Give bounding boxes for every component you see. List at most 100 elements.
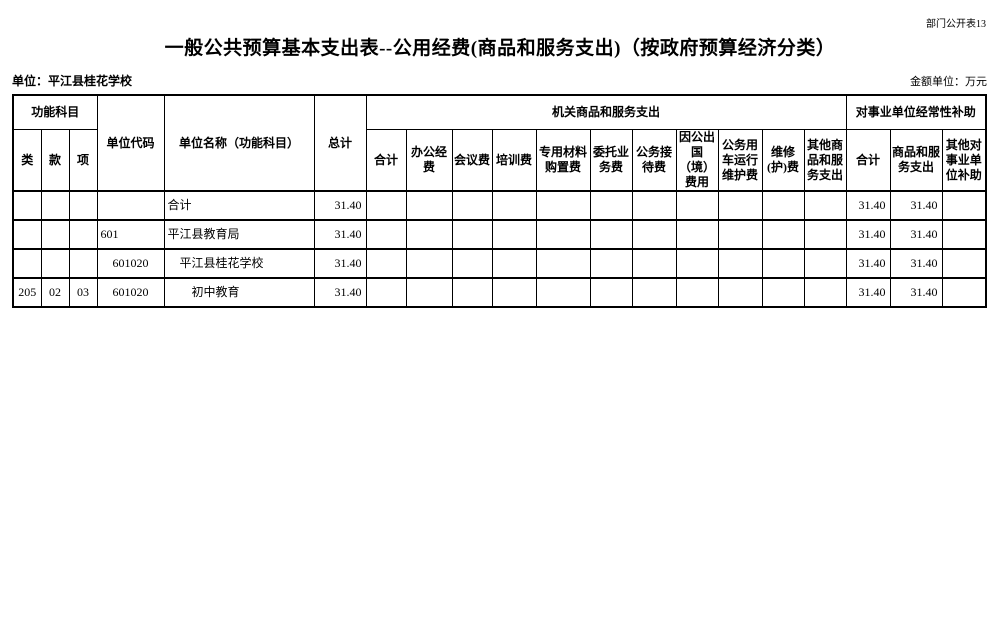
cell-org-total [365,277,407,308]
cell-lei [12,248,42,279]
cell-xiang [68,190,98,221]
cell-commissioned-business [589,219,633,250]
cell-repair-fee [761,248,805,279]
cell-kuan [40,190,70,221]
col-header-subsidy-other: 其他对事业单位补助 [941,129,987,192]
cell-overseas-travel [675,277,719,308]
cell-lei: 205 [12,277,42,308]
table-row-junior-education: 205 02 03 601020 初中教育 31.40 31.40 31.40 [12,277,987,308]
cell-kuan [40,219,70,250]
cell-other-goods-services [803,248,847,279]
cell-subsidy-other [941,248,987,279]
meta-row: 单位：平江县桂花学校 金额单位：万元 [12,72,987,89]
col-header-grand-total: 总计 [313,94,367,192]
col-header-overseas-travel: 因公出国（境）费用 [675,129,719,192]
cell-special-materials [535,219,591,250]
cell-meeting-fee [451,248,493,279]
cell-office-expense [405,219,453,250]
cell-vehicle-operation [717,248,763,279]
col-group-subsidy: 对事业单位经常性补助 [845,94,987,130]
cell-subsidy-other [941,219,987,250]
cell-unit-code: 601 [96,219,165,250]
col-header-meeting-fee: 会议费 [451,129,493,192]
unit-label: 单位：平江县桂花学校 [12,74,133,88]
cell-lei [12,190,42,221]
cell-xiang [68,248,98,279]
corner-table-number: 部门公开表13 [926,19,986,30]
cell-org-total [365,219,407,250]
amount-unit-label: 金额单位：万元 [910,76,987,88]
cell-subsidy-goods-services: 31.40 [889,190,943,221]
cell-official-reception [631,277,677,308]
col-header-commissioned-business: 委托业务费 [589,129,633,192]
cell-subsidy-other [941,277,987,308]
cell-commissioned-business [589,277,633,308]
cell-subsidy-goods-services: 31.40 [889,248,943,279]
col-header-office-expense: 办公经费 [405,129,453,192]
cell-training-fee [491,219,537,250]
col-header-org-total: 合计 [365,129,407,192]
cell-overseas-travel [675,219,719,250]
cell-unit-name: 平江县桂花学校 [163,248,315,279]
cell-subsidy-total: 31.40 [845,277,891,308]
cell-unit-code: 601020 [96,277,165,308]
cell-repair-fee [761,190,805,221]
cell-training-fee [491,277,537,308]
table-row-guihua-school: 601020 平江县桂花学校 31.40 31.40 31.40 [12,248,987,279]
cell-office-expense [405,190,453,221]
col-header-unit-code: 单位代码 [96,94,165,192]
cell-other-goods-services [803,219,847,250]
cell-subsidy-total: 31.40 [845,190,891,221]
cell-meeting-fee [451,190,493,221]
col-group-org-goods-services: 机关商品和服务支出 [365,94,847,130]
cell-special-materials [535,248,591,279]
col-header-subsidy-goods-services: 商品和服务支出 [889,129,943,192]
cell-official-reception [631,248,677,279]
cell-kuan [40,248,70,279]
header-row-columns: 类 款 项 合计 办公经费 会议费 培训费 专用材料购置费 委托业务费 公务接待… [12,129,987,192]
cell-office-expense [405,248,453,279]
cell-training-fee [491,248,537,279]
cell-other-goods-services [803,277,847,308]
cell-unit-name: 平江县教育局 [163,219,315,250]
cell-repair-fee [761,219,805,250]
cell-org-total [365,248,407,279]
cell-grand-total: 31.40 [313,277,367,308]
col-header-lei: 类 [12,129,42,192]
col-header-unit-name: 单位名称（功能科目） [163,94,315,192]
col-header-subsidy-total: 合计 [845,129,891,192]
cell-org-total [365,190,407,221]
cell-unit-code: 601020 [96,248,165,279]
cell-office-expense [405,277,453,308]
table-row-total: 合计 31.40 31.40 31.40 [12,190,987,221]
cell-meeting-fee [451,219,493,250]
cell-official-reception [631,219,677,250]
cell-official-reception [631,190,677,221]
col-header-kuan: 款 [40,129,70,192]
table-row-education-bureau: 601 平江县教育局 31.40 31.40 31.40 [12,219,987,250]
cell-grand-total: 31.40 [313,190,367,221]
col-header-xiang: 项 [68,129,98,192]
cell-subsidy-goods-services: 31.40 [889,219,943,250]
cell-special-materials [535,190,591,221]
cell-unit-name: 初中教育 [163,277,315,308]
col-header-repair-fee: 维修(护)费 [761,129,805,192]
cell-commissioned-business [589,190,633,221]
col-header-special-materials: 专用材料购置费 [535,129,591,192]
cell-overseas-travel [675,248,719,279]
cell-training-fee [491,190,537,221]
cell-overseas-travel [675,190,719,221]
cell-xiang [68,219,98,250]
cell-subsidy-goods-services: 31.40 [889,277,943,308]
header-row-groups: 功能科目 单位代码 单位名称（功能科目） 总计 机关商品和服务支出 对事业单位经… [12,94,987,192]
cell-unit-code [96,190,165,221]
budget-table: 功能科目 单位代码 单位名称（功能科目） 总计 机关商品和服务支出 对事业单位经… [12,94,987,308]
cell-xiang: 03 [68,277,98,308]
cell-commissioned-business [589,248,633,279]
cell-vehicle-operation [717,190,763,221]
col-header-official-reception: 公务接待费 [631,129,677,192]
cell-unit-name: 合计 [163,190,315,221]
cell-lei [12,219,42,250]
cell-special-materials [535,277,591,308]
